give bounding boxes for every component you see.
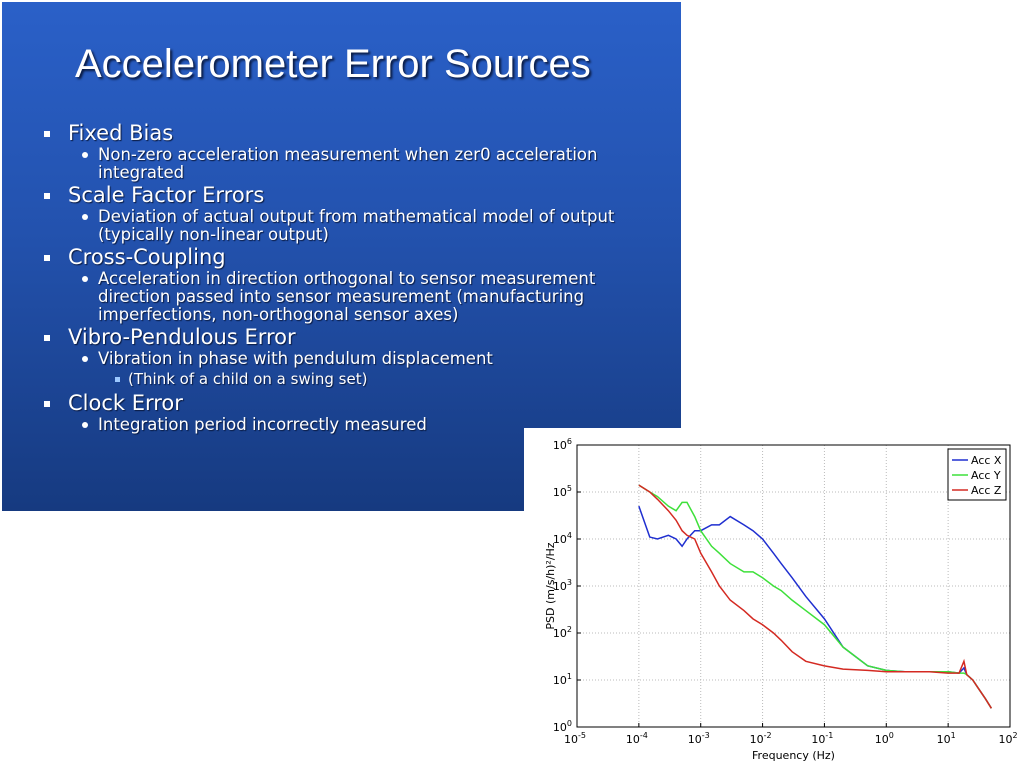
bullet: Clock Error	[42, 390, 652, 416]
bullet-marker	[82, 152, 88, 158]
sub-bullet: Acceleration in direction orthogonal to …	[42, 270, 643, 324]
bullet-text: Deviation of actual output from mathemat…	[98, 207, 615, 244]
y-tick-label: 102	[553, 625, 572, 640]
sub-bullet: Vibration in phase with pendulum displac…	[42, 350, 643, 368]
sub-sub-bullet: (Think of a child on a swing set)	[42, 368, 652, 390]
bullet-marker	[82, 356, 88, 362]
x-tick-label: 100	[875, 731, 894, 746]
bullet: Scale Factor Errors	[42, 182, 652, 208]
x-tick-label: 10-3	[688, 731, 710, 746]
x-tick-label: 10-2	[750, 731, 772, 746]
slide: Accelerometer Error Sources Fixed Bias No…	[2, 2, 681, 511]
y-axis-label: PSD (m/s/h)²/Hz	[544, 542, 557, 629]
sub-bullet: Non-zero acceleration measurement when z…	[42, 146, 643, 182]
bullet-text: Clock Error	[68, 391, 183, 415]
sub-bullet: Integration period incorrectly measured	[42, 416, 643, 434]
x-axis-label: Frequency (Hz)	[752, 749, 835, 762]
legend-label: Acc X	[971, 454, 1002, 467]
chart: 10-5 10-4 10-3 10-2 10-1 100 101 102 100 101 102 10…	[524, 428, 1024, 768]
slide-title: Accelerometer Error Sources	[75, 42, 591, 86]
legend-label: Acc Y	[971, 469, 1001, 482]
y-tick-label: 100	[553, 719, 572, 734]
x-tick-label: 10-4	[626, 731, 648, 746]
y-tick-label: 101	[553, 672, 572, 687]
bullet-marker	[82, 214, 88, 220]
bullet-marker	[115, 377, 120, 382]
bullet-text: Cross-Coupling	[68, 245, 226, 269]
bullet-text: (Think of a child on a swing set)	[128, 370, 368, 388]
bullet-text: Acceleration in direction orthogonal to …	[98, 269, 596, 324]
plot-frame	[576, 444, 1011, 728]
line	[638, 484, 993, 709]
bullet: Vibro-Pendulous Error	[42, 324, 652, 350]
bullet-marker	[82, 422, 88, 428]
bullet-text: Vibration in phase with pendulum displac…	[98, 349, 493, 368]
bullet-marker	[82, 276, 88, 282]
bullet: Fixed Bias	[42, 120, 652, 146]
bullet: Cross-Coupling	[42, 244, 652, 270]
x-tick-label: 10-5	[564, 731, 586, 746]
bullet-text: Vibro-Pendulous Error	[68, 325, 296, 349]
bullet-marker	[44, 131, 50, 137]
bullet-text: Fixed Bias	[68, 121, 174, 145]
bullet-marker	[44, 335, 50, 341]
line	[638, 505, 993, 709]
line	[638, 484, 993, 709]
x-tick-label: 102	[998, 731, 1017, 746]
sub-bullet: Deviation of actual output from mathemat…	[42, 208, 643, 244]
x-tick-label: 10-1	[811, 731, 833, 746]
bullet-text: Integration period incorrectly measured	[98, 415, 427, 434]
legend-label: Acc Z	[971, 484, 1002, 497]
y-tick-label: 105	[553, 484, 572, 499]
y-tick-label: 104	[553, 531, 572, 546]
bullet-text: Non-zero acceleration measurement when z…	[98, 145, 598, 182]
y-tick-label: 106	[553, 437, 572, 452]
bullet-text: Scale Factor Errors	[68, 183, 265, 207]
bullet-marker	[44, 255, 50, 261]
bullet-marker	[44, 193, 50, 199]
x-tick-label: 101	[937, 731, 956, 746]
bullet-list: Fixed Bias Non-zero acceleration measurem…	[42, 120, 652, 434]
bullet-marker	[44, 401, 50, 407]
y-tick-label: 103	[553, 578, 572, 593]
